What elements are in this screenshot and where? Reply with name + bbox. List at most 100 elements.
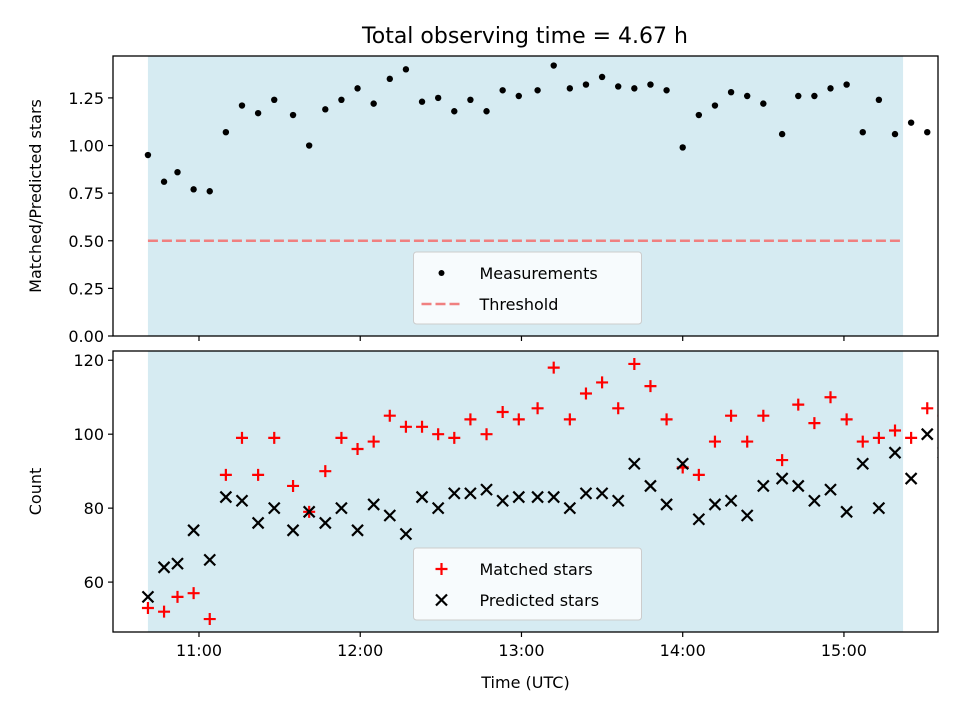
- predicted-star-point: [579, 487, 593, 500]
- matched-star-point: [889, 424, 902, 437]
- predicted-star-point: [480, 483, 493, 496]
- measurement-point: [354, 85, 361, 92]
- predicted-star-point: [644, 479, 657, 493]
- measurement-point: [322, 106, 329, 113]
- measurement-point: [271, 96, 278, 104]
- matched-star-point: [171, 590, 184, 603]
- matched-star-point: [203, 613, 216, 626]
- matched-star-point: [268, 431, 281, 444]
- measurement-point: [760, 100, 767, 107]
- y-tick-label: 1.25: [68, 89, 104, 108]
- predicted-star-point: [383, 509, 397, 522]
- bottom-panel-counts: 60 80 100 120 11:00 12:00 13:00 14:00 15:00 Count…: [26, 350, 960, 692]
- predicted-star-point: [563, 501, 577, 515]
- legend-label: Threshold: [479, 295, 559, 314]
- matched-star-point: [432, 428, 445, 441]
- measurement-point: [795, 92, 802, 100]
- x-tick-label: 15:00: [821, 641, 867, 660]
- top-panel-ratio: 0.00 0.25 0.50 0.75 1.00 1.25 Matched/Predicte…: [26, 55, 946, 346]
- measurement-point: [778, 130, 786, 138]
- predicted-star-point: [171, 557, 184, 570]
- measurement-point: [598, 73, 606, 81]
- matched-star-point: [660, 413, 673, 426]
- matched-star-point: [351, 442, 364, 455]
- measurement-point: [582, 81, 590, 88]
- predicted-star-point: [319, 516, 332, 530]
- legend-label: Measurements: [480, 264, 598, 283]
- x-tick-label: 12:00: [337, 641, 383, 660]
- matched-star-point: [158, 605, 171, 618]
- legend-box: [413, 547, 642, 621]
- predicted-star-point: [286, 524, 300, 537]
- matched-star-point: [531, 402, 544, 415]
- predicted-star-point: [141, 590, 155, 604]
- measurement-point: [305, 142, 313, 149]
- predicted-star-point: [791, 479, 805, 493]
- predicted-star-point: [808, 494, 821, 508]
- predicted-star-point: [660, 498, 673, 511]
- y-tick-label: 0.75: [68, 184, 104, 203]
- legend-label: Predicted stars: [480, 591, 600, 610]
- matched-star-point: [187, 587, 200, 600]
- predicted-star-point: [157, 561, 171, 574]
- predicted-star-point: [431, 501, 445, 515]
- matched-star-point: [840, 413, 853, 426]
- measurement-point: [679, 144, 686, 151]
- legend-box: [413, 251, 642, 325]
- matched-star-point: [335, 431, 348, 444]
- matched-star-point: [953, 439, 960, 451]
- x-tick-label: 13:00: [498, 641, 544, 660]
- measurement-point: [386, 75, 393, 83]
- axes-frame: [112, 55, 939, 337]
- measurement-point: [940, 121, 946, 127]
- matched-star-point: [856, 435, 869, 448]
- measurement-point: [891, 130, 899, 138]
- predicted-star-point: [448, 487, 461, 500]
- y-tick-label: 100: [73, 425, 104, 444]
- predicted-star-point: [335, 501, 348, 515]
- measurement-point: [434, 94, 442, 102]
- predicted-star-point: [235, 494, 249, 508]
- matched-star-point: [547, 361, 560, 374]
- measurement-point: [907, 119, 915, 126]
- predicted-star-point: [937, 447, 938, 459]
- matched-star-point: [563, 413, 576, 426]
- predicted-star-point: [757, 479, 770, 493]
- measurement-point: [418, 98, 426, 105]
- predicted-star-point: [676, 457, 689, 471]
- y-tick-label: 0.25: [68, 279, 104, 298]
- predicted-star-point: [954, 425, 960, 436]
- predicted-star-point: [203, 553, 217, 567]
- y-axis-label: Count: [26, 468, 45, 516]
- measurement-point: [727, 88, 735, 96]
- measurement-point: [402, 66, 410, 73]
- predicted-star-point: [251, 516, 265, 530]
- measurement-point: [206, 188, 213, 195]
- matched-star-point: [872, 431, 885, 444]
- matched-star-point: [219, 468, 232, 481]
- measurement-point: [370, 100, 377, 107]
- measurement-point: [222, 128, 230, 136]
- matched-star-point: [905, 431, 918, 444]
- legend-label: Matched stars: [480, 560, 593, 579]
- y-tick-label: 1.00: [68, 137, 104, 156]
- matched-star-point: [725, 409, 738, 422]
- measurement-point: [843, 81, 850, 88]
- matched-star-point: [141, 601, 154, 614]
- predicted-star-point: [512, 490, 526, 504]
- predicted-star-point: [464, 487, 477, 500]
- legend: Matched stars Predicted stars: [413, 547, 642, 621]
- predicted-star-point: [351, 524, 364, 537]
- matched-star-point: [287, 479, 300, 492]
- matched-star-point: [512, 413, 525, 426]
- matched-star-point: [319, 465, 332, 478]
- predicted-star-point: [856, 457, 870, 471]
- predicted-star-point: [399, 527, 413, 541]
- measurement-point: [663, 87, 670, 94]
- measurement-point: [338, 96, 345, 104]
- matched-star-point: [628, 357, 641, 370]
- measurement-point: [744, 92, 751, 100]
- measurement-point: [515, 92, 522, 100]
- measurement-point: [875, 96, 883, 104]
